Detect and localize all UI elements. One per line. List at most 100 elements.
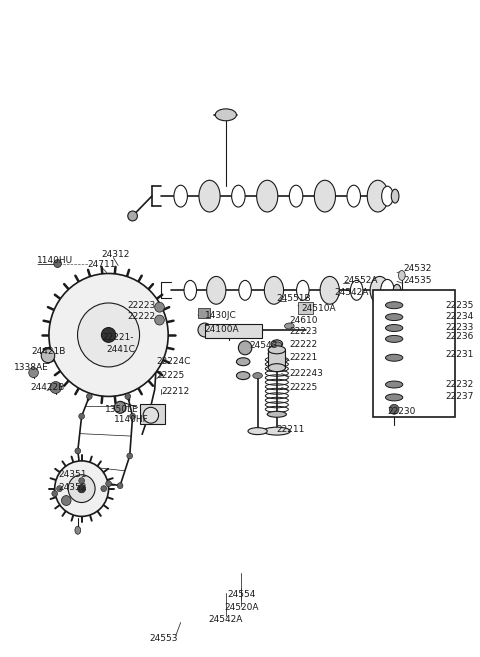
Text: 22232: 22232	[445, 380, 473, 389]
Ellipse shape	[382, 186, 393, 206]
Circle shape	[68, 475, 95, 503]
Ellipse shape	[232, 185, 245, 207]
Circle shape	[106, 481, 111, 487]
Bar	[204, 324, 263, 338]
Text: 24520A: 24520A	[224, 603, 259, 612]
Text: 24100A: 24100A	[204, 325, 240, 334]
Bar	[140, 404, 165, 424]
Circle shape	[143, 407, 158, 423]
Ellipse shape	[297, 281, 309, 300]
Ellipse shape	[268, 346, 286, 353]
Bar	[373, 290, 455, 417]
Ellipse shape	[367, 180, 388, 212]
Ellipse shape	[370, 277, 389, 304]
Ellipse shape	[216, 109, 237, 121]
Text: 22212: 22212	[161, 387, 190, 396]
Ellipse shape	[184, 281, 196, 300]
Bar	[198, 308, 210, 318]
Text: 22223: 22223	[128, 301, 156, 309]
Ellipse shape	[347, 185, 360, 207]
Text: 22221: 22221	[289, 353, 318, 362]
Circle shape	[389, 404, 399, 415]
Text: 24542A: 24542A	[209, 615, 243, 624]
Circle shape	[117, 483, 123, 489]
Text: 1140HF: 1140HF	[114, 415, 149, 424]
Ellipse shape	[385, 381, 403, 388]
Ellipse shape	[385, 313, 403, 321]
Circle shape	[101, 328, 116, 342]
Ellipse shape	[253, 373, 263, 378]
Text: 24552A: 24552A	[343, 276, 378, 285]
Text: 1350LE: 1350LE	[105, 405, 139, 414]
Circle shape	[101, 486, 107, 491]
Ellipse shape	[257, 180, 278, 212]
Ellipse shape	[320, 277, 339, 304]
Ellipse shape	[285, 323, 294, 329]
Text: 24535: 24535	[404, 276, 432, 285]
Circle shape	[54, 260, 61, 267]
Circle shape	[239, 341, 252, 355]
Text: 22222: 22222	[289, 340, 317, 350]
Ellipse shape	[237, 372, 250, 380]
Circle shape	[128, 211, 137, 221]
Ellipse shape	[385, 302, 403, 309]
Ellipse shape	[267, 411, 287, 417]
Text: 1338AE: 1338AE	[14, 363, 49, 372]
Text: 24553: 24553	[149, 634, 178, 643]
Circle shape	[75, 448, 81, 454]
Text: 24711: 24711	[87, 260, 116, 269]
Circle shape	[61, 495, 71, 505]
Text: 22234: 22234	[445, 311, 473, 321]
Text: 1140HU: 1140HU	[37, 256, 73, 265]
Circle shape	[155, 315, 164, 325]
Bar	[268, 350, 286, 368]
Circle shape	[78, 303, 140, 367]
Text: 22233: 22233	[445, 323, 473, 332]
Ellipse shape	[239, 281, 252, 300]
Ellipse shape	[268, 364, 286, 372]
Text: 22237: 22237	[445, 392, 473, 401]
Text: 24542A: 24542A	[335, 288, 369, 297]
Text: 22224C: 22224C	[156, 357, 191, 366]
Circle shape	[114, 401, 126, 413]
Text: 24532: 24532	[404, 264, 432, 273]
Ellipse shape	[206, 277, 226, 304]
Text: 22223: 22223	[289, 327, 318, 336]
Text: 24551B: 24551B	[276, 294, 311, 303]
Ellipse shape	[289, 185, 303, 207]
Text: 222243: 222243	[289, 369, 323, 378]
Circle shape	[57, 486, 62, 491]
Text: 2441C: 2441C	[107, 346, 135, 354]
Ellipse shape	[264, 427, 290, 435]
Ellipse shape	[385, 325, 403, 332]
Ellipse shape	[385, 354, 403, 361]
Ellipse shape	[350, 281, 363, 300]
Ellipse shape	[385, 394, 403, 401]
Ellipse shape	[272, 342, 282, 348]
Ellipse shape	[75, 526, 81, 534]
Text: 22231: 22231	[445, 350, 473, 359]
Text: 24610: 24610	[289, 315, 318, 325]
Ellipse shape	[314, 180, 336, 212]
Text: 24312: 24312	[101, 250, 130, 259]
Text: 22236: 22236	[445, 332, 473, 342]
Circle shape	[125, 394, 131, 399]
Circle shape	[79, 413, 84, 419]
Text: 22222: 22222	[128, 311, 156, 321]
Circle shape	[127, 453, 132, 459]
Ellipse shape	[393, 284, 401, 296]
Text: 24510A: 24510A	[302, 304, 336, 313]
Circle shape	[41, 349, 55, 363]
Text: 22211: 22211	[277, 424, 305, 434]
Circle shape	[86, 394, 92, 399]
Circle shape	[398, 291, 406, 299]
Text: 1430JC: 1430JC	[204, 311, 237, 319]
Bar	[298, 302, 313, 314]
Ellipse shape	[237, 358, 250, 366]
Ellipse shape	[199, 180, 220, 212]
Text: 22225: 22225	[289, 383, 318, 392]
Ellipse shape	[174, 185, 187, 207]
Text: 24543: 24543	[249, 342, 277, 350]
Text: 24351: 24351	[59, 470, 87, 479]
Circle shape	[49, 273, 168, 396]
